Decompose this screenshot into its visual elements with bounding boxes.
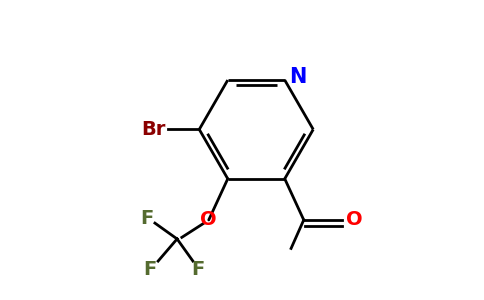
Text: Br: Br [142,120,166,139]
Text: F: F [191,260,204,278]
Text: F: F [144,260,157,278]
Text: F: F [140,209,153,228]
Text: N: N [289,67,307,87]
Text: O: O [200,210,217,230]
Text: O: O [347,210,363,230]
